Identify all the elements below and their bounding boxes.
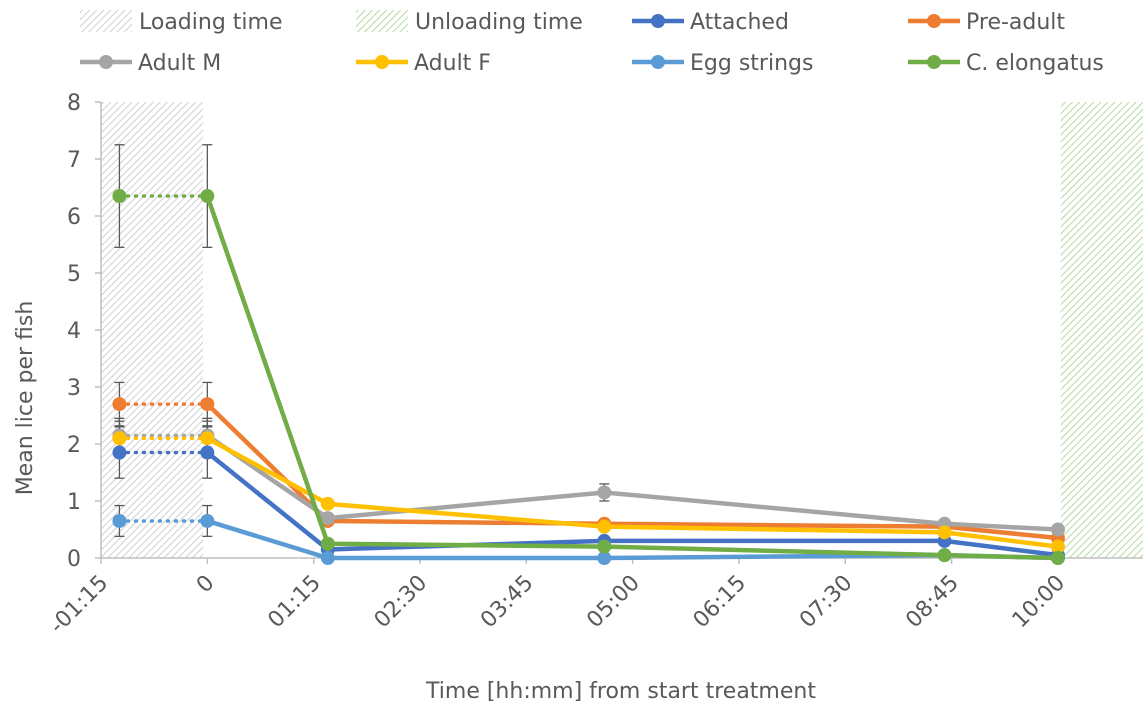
series-point-egg-strings xyxy=(200,513,215,528)
legend: Loading time Unloading time Attached Pre-… xyxy=(80,10,1104,76)
x-tick-label: 05:00 xyxy=(582,571,645,634)
y-tick-label: 8 xyxy=(67,91,81,116)
legend-marker-egg-strings xyxy=(651,55,665,69)
legend-label-loading: Loading time xyxy=(139,10,283,35)
x-tick-label: 06:15 xyxy=(689,571,752,634)
shaded-region-loading xyxy=(101,102,204,558)
series-point-adult-f xyxy=(1050,539,1065,554)
legend-marker-adult-m xyxy=(99,55,113,69)
series-point-c-elongatus xyxy=(1050,551,1065,565)
x-tick-label: 01:15 xyxy=(263,571,326,634)
series-point-adult-m xyxy=(1050,522,1065,537)
series-point-egg-strings xyxy=(112,513,127,528)
y-tick-label: 6 xyxy=(67,205,81,230)
series-point-attached xyxy=(112,445,127,460)
series-point-adult-m xyxy=(597,485,612,500)
x-tick-label: 07:30 xyxy=(795,571,858,634)
series-point-adult-f xyxy=(320,496,335,511)
shaded-region-unloading xyxy=(1060,102,1143,558)
x-tick-label: 0 xyxy=(192,571,220,599)
axes xyxy=(100,102,1143,559)
series-point-c-elongatus xyxy=(112,189,127,204)
legend-label-egg-strings: Egg strings xyxy=(690,51,813,76)
legend-series: Attached Pre-adult Adult M Adult F Egg strin… xyxy=(80,10,1104,76)
series-line-adult-f xyxy=(206,436,1059,549)
series-point-attached xyxy=(200,445,215,460)
series-line-adult-m xyxy=(206,433,1059,532)
y-axis-title: Mean lice per fish xyxy=(13,301,38,496)
y-tick-label: 0 xyxy=(67,547,81,572)
legend-marker-pre-adult xyxy=(927,14,941,28)
x-tick-label: 10:00 xyxy=(1008,571,1071,634)
x-tick-label: 03:45 xyxy=(476,571,539,634)
series-point-pre-adult xyxy=(112,397,127,412)
x-tick-label: 02:30 xyxy=(370,571,433,634)
legend-label-pre-adult: Pre-adult xyxy=(966,10,1065,35)
legend-label-unloading: Unloading time xyxy=(415,10,583,35)
y-tick-label: 5 xyxy=(67,262,81,287)
series-point-c-elongatus xyxy=(597,539,612,554)
legend-label-adult-f: Adult F xyxy=(414,51,491,76)
legend-item-loading: Loading time xyxy=(80,10,283,35)
y-ticks: 0 1 2 3 4 5 6 7 8 xyxy=(67,91,101,572)
shaded-regions xyxy=(101,102,1143,558)
series-lines xyxy=(112,189,1065,565)
legend-label-c-elongatus: C. elongatus xyxy=(966,51,1104,76)
series-point-adult-f xyxy=(112,431,127,446)
series-point-adult-f xyxy=(937,525,952,540)
x-tick-label: -01:15 xyxy=(45,571,113,639)
legend-marker-adult-f xyxy=(375,55,389,69)
series-point-c-elongatus xyxy=(200,189,215,204)
legend-item-unloading: Unloading time xyxy=(356,10,583,35)
series-point-adult-f xyxy=(597,519,612,534)
x-axis-title: Time [hh:mm] from start treatment xyxy=(425,679,816,704)
y-tick-label: 1 xyxy=(67,490,81,515)
legend-swatch-loading xyxy=(80,10,132,32)
y-tick-label: 3 xyxy=(67,376,81,401)
error-bars xyxy=(114,144,1063,551)
series-point-egg-strings xyxy=(320,551,335,565)
y-tick-label: 2 xyxy=(67,433,81,458)
legend-label-adult-m: Adult M xyxy=(138,51,221,76)
series-point-c-elongatus xyxy=(320,536,335,551)
series-point-pre-adult xyxy=(200,397,215,412)
series-point-egg-strings xyxy=(597,551,612,565)
series-point-adult-f xyxy=(200,431,215,446)
legend-marker-attached xyxy=(651,14,665,28)
legend-marker-c-elongatus xyxy=(927,55,941,69)
y-tick-label: 7 xyxy=(67,148,81,173)
legend-label-attached: Attached xyxy=(690,10,789,35)
series-point-c-elongatus xyxy=(937,548,952,563)
x-ticks: -01:15 0 01:15 02:30 03:45 05:00 06:15 07:30 08:… xyxy=(45,558,1070,639)
series-point-adult-m xyxy=(320,511,335,526)
legend-swatch-unloading xyxy=(356,10,408,32)
x-tick-label: 08:45 xyxy=(901,571,964,634)
y-tick-label: 4 xyxy=(67,319,81,344)
